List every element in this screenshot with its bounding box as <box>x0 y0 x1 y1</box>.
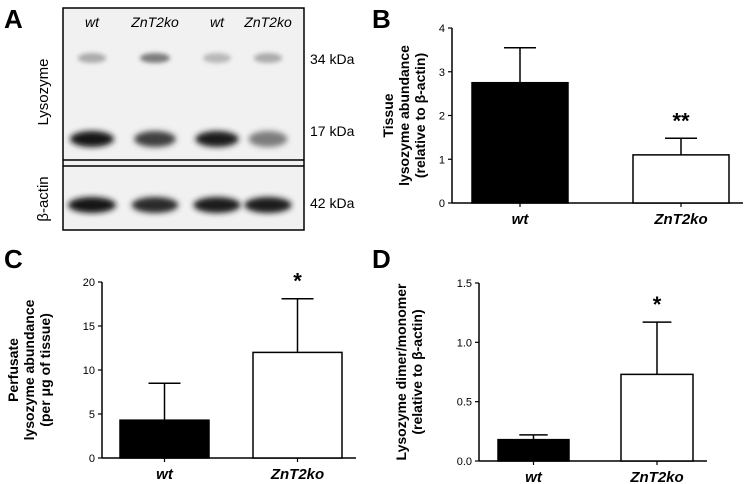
band-lysozyme-17kda <box>134 131 176 147</box>
y-tick-label: 1 <box>439 154 445 166</box>
bar-wt <box>119 419 210 459</box>
significance-marker: * <box>293 269 302 294</box>
bands <box>68 53 292 213</box>
panel-b: B 0 1 2 3 4 wt ZnT2ko ** Tissue lysozyme abundanc… <box>372 4 743 228</box>
band-lysozyme-34kda <box>253 53 283 63</box>
y-tick-label: 0 <box>439 198 445 210</box>
y-axis-label: (relative to β-actin) <box>412 53 428 178</box>
significance-marker: ** <box>672 108 690 133</box>
band-lysozyme-34kda <box>77 53 107 63</box>
y-tick-label: 20 <box>83 277 95 289</box>
x-tick-label: ZnT2ko <box>653 211 707 228</box>
mw-marker-42: 42 kDa <box>310 195 355 211</box>
y-axis-label: Perfusate <box>5 338 21 402</box>
bar-wt <box>471 81 569 204</box>
y-tick-label: 2 <box>439 111 445 123</box>
y-axis-label: (relative to β-actin) <box>409 309 425 434</box>
panel-letter-a: A <box>4 4 23 34</box>
y-tick-label: 0 <box>89 453 95 465</box>
y-tick-label: 5 <box>89 409 95 421</box>
band-lysozyme-17kda <box>195 131 239 147</box>
lane-label: wt <box>85 14 100 30</box>
y-tick-label: 1.5 <box>457 278 472 290</box>
y-tick-label: 3 <box>439 67 445 79</box>
blot-background <box>63 8 304 230</box>
lane-labels: wt ZnT2ko wt ZnT2ko <box>85 14 292 30</box>
bar-znt2ko <box>632 154 730 204</box>
panel-letter-d: D <box>372 244 391 274</box>
x-tick-label: wt <box>156 466 174 483</box>
blot-frame <box>62 7 305 231</box>
band-beta-actin-42kda <box>193 197 241 213</box>
y-axis-label: lysozyme abundance <box>21 299 37 440</box>
band-lysozyme-17kda <box>70 131 114 147</box>
lysozyme-label: Lysozyme <box>35 59 52 126</box>
bar-znt2ko <box>252 351 343 459</box>
band-beta-actin-42kda <box>68 197 116 213</box>
lane-label: wt <box>210 14 225 30</box>
x-tick-label: wt <box>525 469 543 484</box>
band-lysozyme-34kda <box>139 53 171 63</box>
y-axis-label: (per μg of tissue) <box>37 313 53 427</box>
y-axis-label: Tissue <box>380 93 396 137</box>
band-beta-actin-42kda <box>244 197 292 213</box>
y-tick-label: 0.0 <box>457 456 472 468</box>
y-tick-label: 10 <box>83 365 95 377</box>
bar-wt <box>497 438 570 462</box>
panel-d: D 0.0 0.5 1.0 1.5 wt ZnT2ko * Lysozyme dimer/mo… <box>372 244 707 484</box>
y-axis-label: Lysozyme dimer/monomer <box>393 283 409 460</box>
bar-znt2ko <box>620 373 694 462</box>
band-beta-actin-42kda <box>131 197 179 213</box>
panel-letter-b: B <box>372 4 391 34</box>
mw-marker-17: 17 kDa <box>310 123 355 139</box>
y-tick-label: 15 <box>83 321 95 333</box>
lane-label: ZnT2ko <box>243 14 292 30</box>
panel-letter-c: C <box>4 244 23 274</box>
y-axis-label: lysozyme abundance <box>396 45 412 186</box>
band-lysozyme-17kda <box>248 131 288 147</box>
band-lysozyme-34kda <box>202 53 232 63</box>
x-tick-label: ZnT2ko <box>270 466 324 483</box>
panel-c: C 0 5 10 15 20 wt ZnT2ko * Perfusate lysozyme abu… <box>4 244 356 483</box>
mw-marker-34: 34 kDa <box>310 51 355 67</box>
lane-label: ZnT2ko <box>130 14 179 30</box>
y-tick-label: 4 <box>439 23 445 35</box>
x-tick-label: ZnT2ko <box>629 469 683 484</box>
y-tick-label: 1.0 <box>457 337 472 349</box>
x-tick-label: wt <box>512 211 530 228</box>
beta-actin-label: β-actin <box>35 176 52 221</box>
significance-marker: * <box>653 292 662 317</box>
y-tick-label: 0.5 <box>457 397 472 409</box>
panel-a: A wt ZnT2ko wt ZnT2ko 34 kDa 17 kDa 42 kDa … <box>4 4 355 231</box>
